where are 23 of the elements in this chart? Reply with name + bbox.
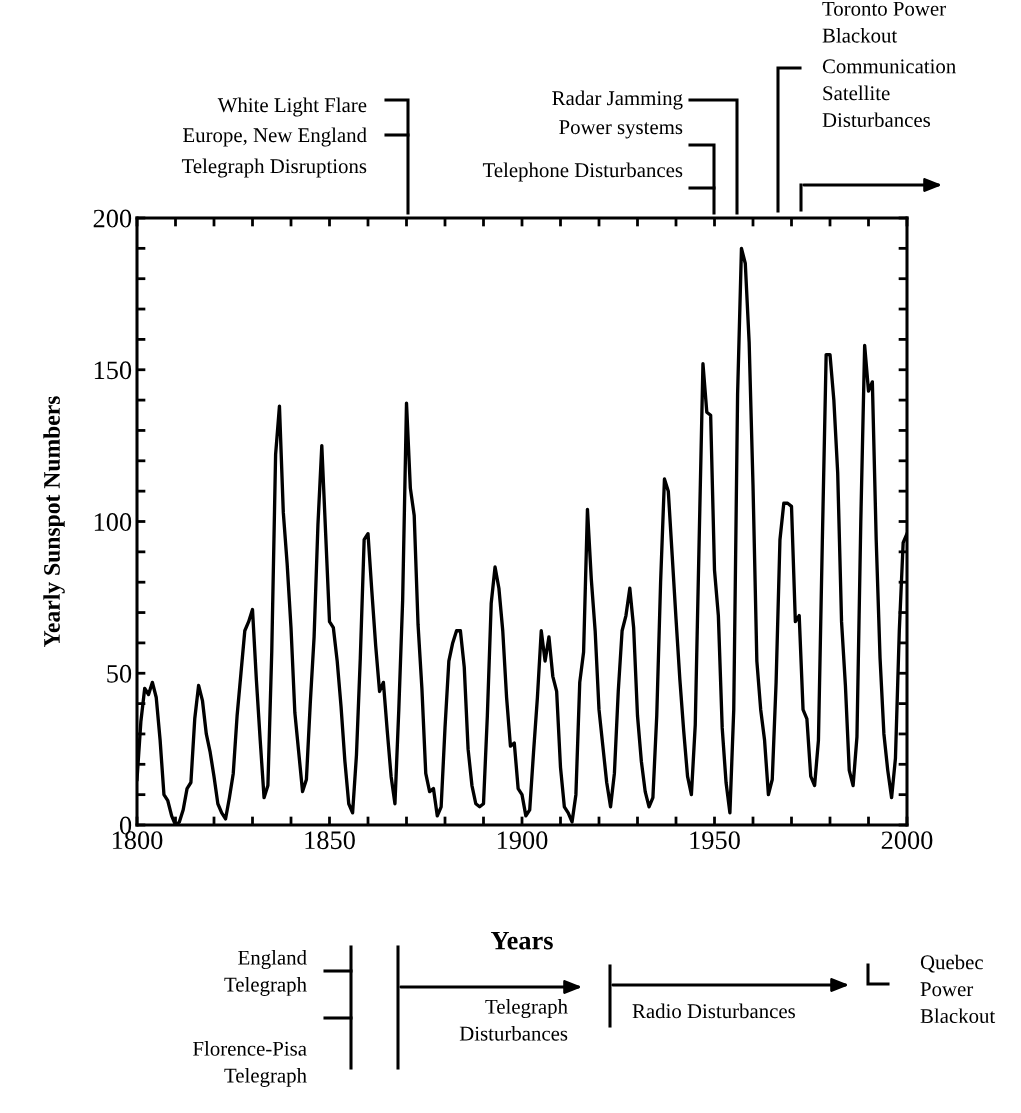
text: Telephone Disturbances — [482, 162, 683, 182]
x-tick-label: 2000 — [881, 831, 933, 850]
text: Telegraph Disturbances — [459, 999, 568, 1041]
y-tick-label: 100 — [94, 513, 132, 531]
x-axis-title: Years — [490, 931, 553, 950]
text: Quebec Power Blackout — [920, 954, 996, 1024]
text: Radio Disturbances — [632, 1003, 795, 1019]
y-tick-label: 50 — [107, 664, 132, 683]
text: Communication Satellite Disturbances — [822, 59, 956, 128]
x-tick-label: 1850 — [305, 831, 355, 850]
text: Florence-Pisa Telegraph — [193, 1041, 307, 1087]
text: Telegraph Disruptions — [181, 158, 367, 178]
text: England Telegraph — [224, 950, 307, 996]
text: Radar Jamming — [552, 90, 683, 110]
text: White Light Flare — [217, 97, 367, 117]
y-tick-label: 150 — [94, 361, 132, 380]
text: Power systems — [559, 120, 683, 139]
y-tick-label: 200 — [93, 209, 132, 228]
x-tick-label: 1950 — [690, 831, 740, 850]
y-axis-title: Yearly Sunspot Numbers — [43, 396, 65, 648]
text: Europe, New England — [183, 127, 367, 147]
text: Toronto Power Blackout — [822, 1, 946, 43]
x-tick-label: 1900 — [497, 831, 548, 850]
